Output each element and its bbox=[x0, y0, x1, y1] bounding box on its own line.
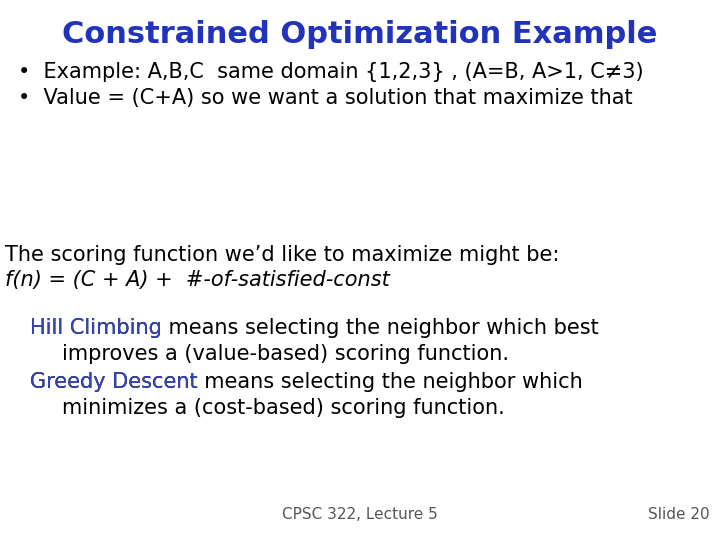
Text: Greedy Descent: Greedy Descent bbox=[30, 372, 197, 392]
Text: CPSC 322, Lecture 5: CPSC 322, Lecture 5 bbox=[282, 507, 438, 522]
Text: •  Value = (C+A) so we want a solution that maximize that: • Value = (C+A) so we want a solution th… bbox=[18, 88, 633, 108]
Text: Hill Climbing: Hill Climbing bbox=[30, 318, 162, 338]
Text: Constrained Optimization Example: Constrained Optimization Example bbox=[63, 20, 657, 49]
Text: Greedy Descent means selecting the neighbor which: Greedy Descent means selecting the neigh… bbox=[30, 372, 582, 392]
Text: minimizes a (cost-based) scoring function.: minimizes a (cost-based) scoring functio… bbox=[62, 398, 505, 418]
Text: f(n) = (C + A) +  #-of-satisfied-const: f(n) = (C + A) + #-of-satisfied-const bbox=[5, 270, 390, 290]
Text: improves a (value-based) scoring function.: improves a (value-based) scoring functio… bbox=[62, 344, 509, 364]
Text: •  Example: A,B,C  same domain {1,2,3} , (A=B, A>1, C≠3): • Example: A,B,C same domain {1,2,3} , (… bbox=[18, 62, 644, 82]
Text: The scoring function we’d like to maximize might be:: The scoring function we’d like to maximi… bbox=[5, 245, 559, 265]
Text: Hill Climbing means selecting the neighbor which best: Hill Climbing means selecting the neighb… bbox=[30, 318, 599, 338]
Text: Slide 20: Slide 20 bbox=[649, 507, 710, 522]
